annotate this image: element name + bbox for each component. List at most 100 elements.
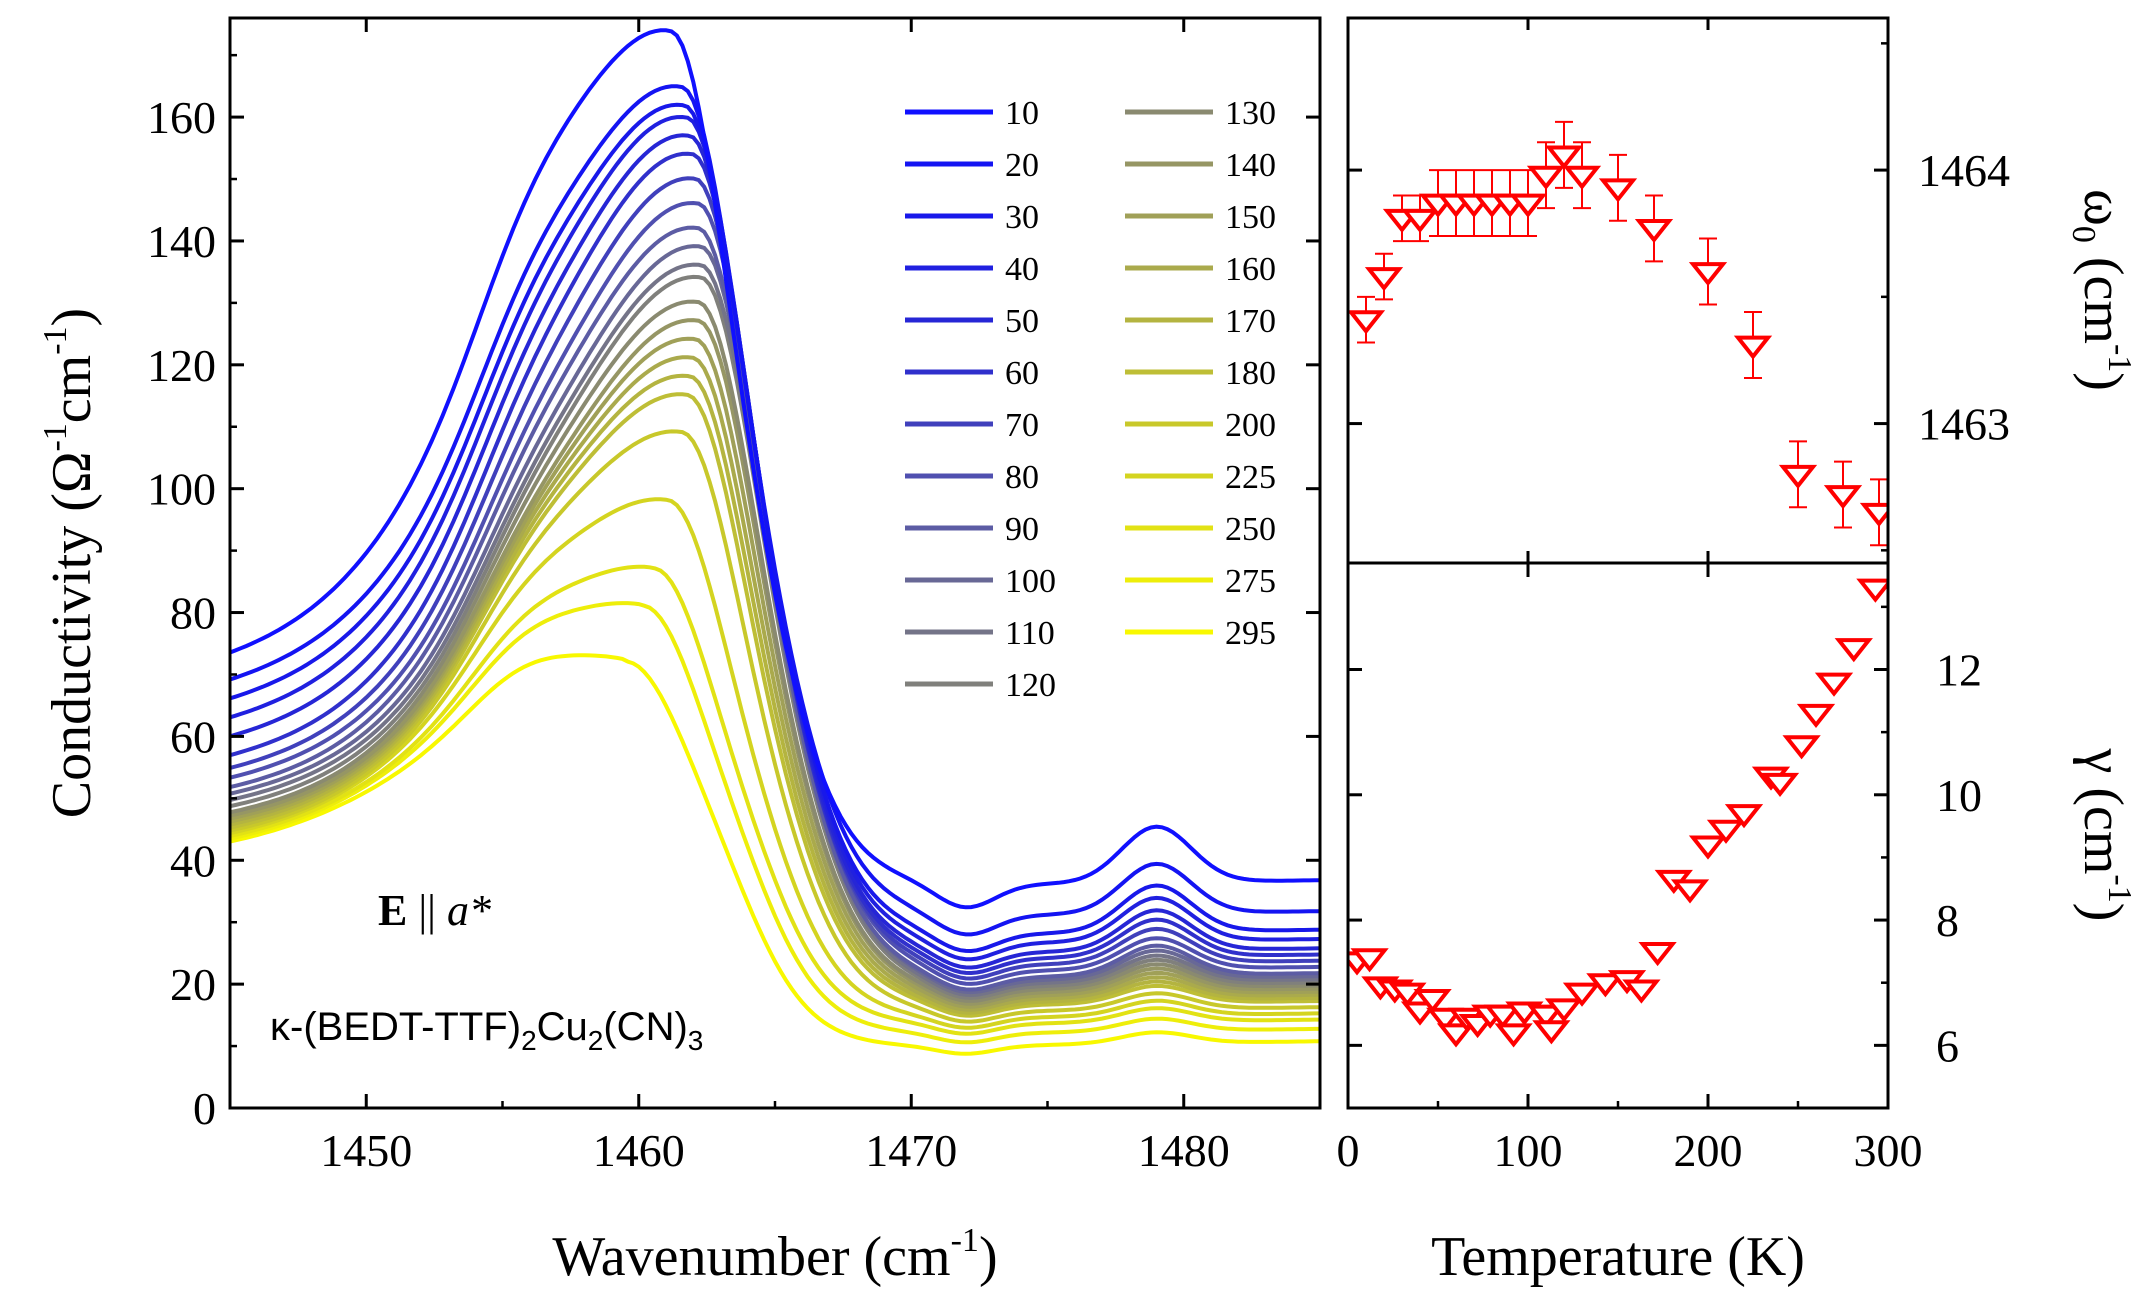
- legend-label-40: 40: [1005, 251, 1039, 288]
- legend-label-160: 160: [1225, 251, 1276, 288]
- x-title-sup: -1: [951, 1222, 979, 1259]
- gamma-point: [1350, 948, 1389, 973]
- compound-sub-1: 2: [521, 1025, 537, 1056]
- legend-label-130: 130: [1225, 95, 1276, 132]
- omega-point: [1400, 208, 1440, 233]
- gamma-y-tick-label: 12: [1936, 644, 1982, 695]
- left-y-tick-label: 80: [170, 588, 216, 639]
- left-x-ticks: 1450 1460 1470 1480: [228, 18, 1322, 1176]
- legend-label-30: 30: [1005, 199, 1039, 236]
- omega-point: [1634, 218, 1674, 244]
- gamma-point: [1562, 982, 1602, 1007]
- gamma-title-main: γ (cm: [2072, 748, 2134, 875]
- left-y-tick-label: 40: [170, 835, 216, 886]
- gamma-panel: 6 8 10 12 0 100 200 300 Temperature (K) γ (cm-…: [1337, 561, 2138, 1288]
- gamma-point: [1706, 819, 1746, 844]
- y-title-end: ): [41, 308, 103, 327]
- omega-y-tick-label: 1463: [1918, 399, 2010, 450]
- omega-panel: 1463 1464 ω0 (cm-1): [1346, 16, 2138, 565]
- gamma-point: [1796, 703, 1836, 729]
- gamma-point: [1494, 1023, 1533, 1048]
- omega-point-group: [1348, 120, 1888, 547]
- field-bold: E: [378, 886, 407, 935]
- left-x-tick-label: 1450: [320, 1125, 412, 1176]
- legend-label-250: 250: [1225, 511, 1276, 548]
- y-title-main: Conductivity (Ω: [41, 452, 103, 819]
- gamma-points: [1348, 578, 1888, 1048]
- spectrum-line-275: [230, 601, 1320, 1045]
- spectrum-line-150: [230, 336, 1320, 1009]
- legend-label-275: 275: [1225, 563, 1276, 600]
- gamma-y-axis-title: γ (cm-1): [2072, 748, 2138, 922]
- legend-label-90: 90: [1005, 511, 1039, 548]
- omega-x-ticks: [1346, 18, 1890, 563]
- gamma-x-ticks: 0 100 200 300: [1337, 563, 1923, 1176]
- gamma-point: [1526, 1004, 1566, 1029]
- gamma-point: [1782, 735, 1821, 760]
- omega-points: [1348, 120, 1888, 547]
- legend-label-60: 60: [1005, 355, 1039, 392]
- omega-title-end: ): [2072, 372, 2134, 391]
- legend-label-50: 50: [1005, 303, 1039, 340]
- left-y-tick-label: 0: [193, 1083, 216, 1134]
- legend-label-20: 20: [1005, 147, 1039, 184]
- gamma-point: [1688, 835, 1728, 860]
- gamma-y-tick-label: 10: [1936, 770, 1982, 821]
- legend-label-180: 180: [1225, 355, 1276, 392]
- gamma-point: [1532, 1020, 1571, 1045]
- y-title-sup1: -1: [37, 423, 74, 451]
- omega-y-axis-title: ω0 (cm-1): [2065, 189, 2138, 391]
- gamma-point-group: [1348, 578, 1888, 1048]
- omega-point: [1364, 267, 1404, 292]
- legend-label-140: 140: [1225, 147, 1276, 184]
- left-y-ticks: 0 20 40 60 80 100 120 140 160: [147, 53, 1320, 1134]
- legend-label-10: 10: [1005, 95, 1039, 132]
- spectrum-line-170: [230, 373, 1320, 1015]
- left-y-tick-label: 20: [170, 959, 216, 1010]
- gamma-x-tick-label: 100: [1494, 1125, 1563, 1176]
- omega-point: [1348, 310, 1386, 335]
- legend-label-150: 150: [1225, 199, 1276, 236]
- legend-label-70: 70: [1005, 407, 1039, 444]
- spectrum-line-250: [230, 564, 1320, 1036]
- spectrum-line-200: [230, 429, 1320, 1024]
- field-italic: a*: [447, 886, 491, 935]
- omega-point: [1688, 262, 1728, 287]
- omega-plot-frame: [1346, 16, 1890, 565]
- legend-label-200: 200: [1225, 407, 1276, 444]
- gamma-title-end: ): [2072, 903, 2134, 922]
- legend-label-120: 120: [1005, 667, 1056, 704]
- gamma-x-tick-label: 0: [1337, 1125, 1360, 1176]
- x-title-end: ): [979, 1226, 998, 1288]
- spectrum-line-295: [230, 653, 1320, 1056]
- conductivity-spectrum-panel: 1450 1460 1470 1480 0 20 40 60 80 100 120 140 160 1…: [37, 16, 1322, 1288]
- left-y-tick-label: 100: [147, 464, 216, 515]
- omega-point: [1526, 165, 1566, 190]
- legend-label-170: 170: [1225, 303, 1276, 340]
- gamma-point: [1834, 638, 1873, 663]
- gamma-point: [1638, 941, 1677, 967]
- legend-label-225: 225: [1225, 459, 1276, 496]
- field-annotation: E || a*: [378, 886, 491, 935]
- gamma-point: [1856, 578, 1888, 603]
- omega-title-unit: (cm: [2072, 243, 2134, 344]
- left-y-tick-label: 120: [147, 340, 216, 391]
- gamma-x-tick-label: 200: [1674, 1125, 1743, 1176]
- gamma-x-axis-title: Temperature (K): [1431, 1226, 1805, 1288]
- omega-title-sup: -1: [2101, 344, 2138, 372]
- left-y-axis-title: Conductivity (Ω-1cm-1): [37, 308, 103, 818]
- omega-point: [1544, 145, 1584, 170]
- legend-label-295: 295: [1225, 615, 1276, 652]
- gamma-y-ticks: 6 8 10 12: [1348, 605, 1982, 1071]
- left-x-tick-label: 1460: [593, 1125, 685, 1176]
- compound-sub-3: 3: [688, 1025, 704, 1056]
- gamma-y-tick-label: 8: [1936, 895, 1959, 946]
- gamma-point: [1586, 973, 1625, 998]
- curve-group: [230, 28, 1320, 1056]
- legend-label-100: 100: [1005, 563, 1056, 600]
- compound-part-2: Cu: [537, 1005, 588, 1049]
- gamma-x-tick-label: 300: [1854, 1125, 1923, 1176]
- y-title-sup2: -1: [37, 326, 74, 354]
- gamma-point: [1413, 988, 1452, 1014]
- left-x-tick-label: 1470: [865, 1125, 957, 1176]
